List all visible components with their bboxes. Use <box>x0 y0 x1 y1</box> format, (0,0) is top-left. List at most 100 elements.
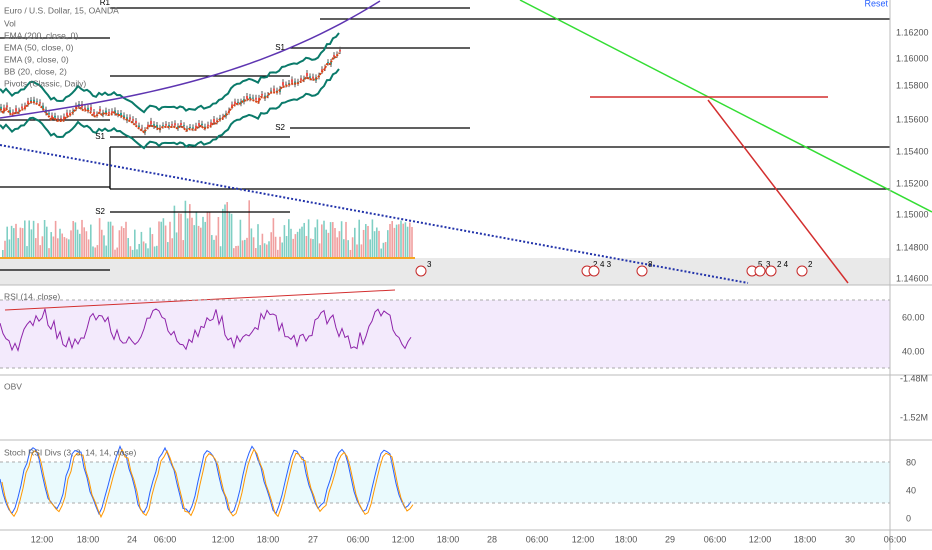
volume-bar <box>349 249 352 258</box>
volume-bar <box>338 231 341 258</box>
candle <box>312 76 314 79</box>
time-tick-label: 06:00 <box>526 534 549 544</box>
trend-line <box>707 99 849 284</box>
volume-bar <box>8 239 11 258</box>
time-tick-label: 29 <box>665 534 675 544</box>
candle <box>12 112 14 115</box>
volume-bar <box>24 220 26 258</box>
volume-bar <box>358 219 360 258</box>
time-tick-label: 12:00 <box>212 534 235 544</box>
volume-bar <box>195 211 198 258</box>
candle <box>339 49 341 52</box>
volume-bar <box>384 241 387 258</box>
volume-bar <box>347 240 349 258</box>
candle <box>177 126 179 129</box>
volume-bar <box>329 222 332 258</box>
volume-bar <box>63 237 66 258</box>
volume-bar <box>215 235 217 258</box>
volume-bar <box>270 232 272 258</box>
volume-bar <box>411 226 413 258</box>
volume-bar <box>184 200 187 258</box>
volume-bar <box>138 243 140 258</box>
candle <box>225 113 227 117</box>
volume-bar <box>235 245 237 258</box>
candle <box>60 118 62 120</box>
candle <box>165 124 167 126</box>
rsi-tick-label: 40.00 <box>902 346 925 356</box>
volume-bar <box>224 204 226 258</box>
volume-bar <box>409 222 411 258</box>
price-tick-label: 1.15800 <box>896 80 929 90</box>
legend-entry: EMA (9, close, 0) <box>4 54 69 64</box>
volume-bar <box>145 243 147 258</box>
time-tick-label: 12:00 <box>749 534 772 544</box>
candle <box>141 127 143 129</box>
candle <box>117 113 119 115</box>
volume-bar <box>389 223 391 258</box>
time-tick-label: 18:00 <box>615 534 638 544</box>
volume-bar <box>336 237 338 258</box>
volume-bar <box>74 222 77 258</box>
time-tick-label: 18:00 <box>794 534 817 544</box>
pivot-label: S2 <box>275 123 285 132</box>
volume-bar <box>19 227 22 258</box>
candle <box>273 88 275 91</box>
candle <box>99 108 101 112</box>
volume-bar <box>200 227 202 258</box>
candle <box>285 84 287 86</box>
volume-bar <box>160 221 162 258</box>
stoch-d <box>1 447 414 519</box>
candle <box>123 115 125 118</box>
event-count: 4 3 <box>600 260 612 269</box>
volume-bar <box>274 236 277 258</box>
volume-bar <box>32 220 35 258</box>
price-tick-label: 1.15000 <box>896 209 929 219</box>
candle <box>198 122 200 126</box>
candle <box>201 123 203 126</box>
volume-bar <box>266 244 268 258</box>
volume-bar <box>79 233 81 258</box>
volume-bar <box>206 212 209 258</box>
candle <box>147 124 149 127</box>
volume-bar <box>376 227 378 258</box>
volume-bar <box>305 235 308 258</box>
volume-bar <box>136 249 138 258</box>
time-tick-label: 24 <box>127 534 137 544</box>
volume-bar <box>142 241 145 258</box>
volume-bar <box>378 230 380 258</box>
volume-bar <box>281 242 283 258</box>
bollinger-lower <box>0 68 340 150</box>
event-count: 2 <box>593 260 598 269</box>
volume-bar <box>230 213 233 258</box>
candle <box>66 112 68 116</box>
event-badge <box>588 265 600 277</box>
volume-bar <box>103 235 105 258</box>
candle <box>327 62 329 63</box>
volume-bar <box>211 235 213 258</box>
candle <box>120 112 122 116</box>
volume-bar <box>356 244 358 258</box>
volume-bar <box>257 224 259 258</box>
volume-bar <box>147 248 149 258</box>
volume-bar <box>158 221 160 258</box>
bollinger-upper <box>0 32 340 114</box>
event-badge <box>415 265 427 277</box>
candle <box>48 113 50 115</box>
stoch-tick-label: 0 <box>906 513 911 523</box>
reset-button[interactable]: Reset <box>864 0 888 8</box>
candle <box>321 69 323 72</box>
volume-bar <box>252 237 255 258</box>
volume-bar <box>114 249 116 258</box>
volume-bar <box>303 222 305 258</box>
volume-bar <box>4 240 6 258</box>
candle <box>267 95 269 96</box>
candle <box>240 101 242 104</box>
volume-bar <box>21 228 24 258</box>
candle <box>255 97 257 100</box>
volume-bar <box>182 240 184 258</box>
volume-bar <box>327 232 330 258</box>
candle <box>15 108 17 112</box>
volume-bar <box>50 232 52 258</box>
volume-bar <box>277 249 279 258</box>
volume-bar <box>351 237 354 258</box>
